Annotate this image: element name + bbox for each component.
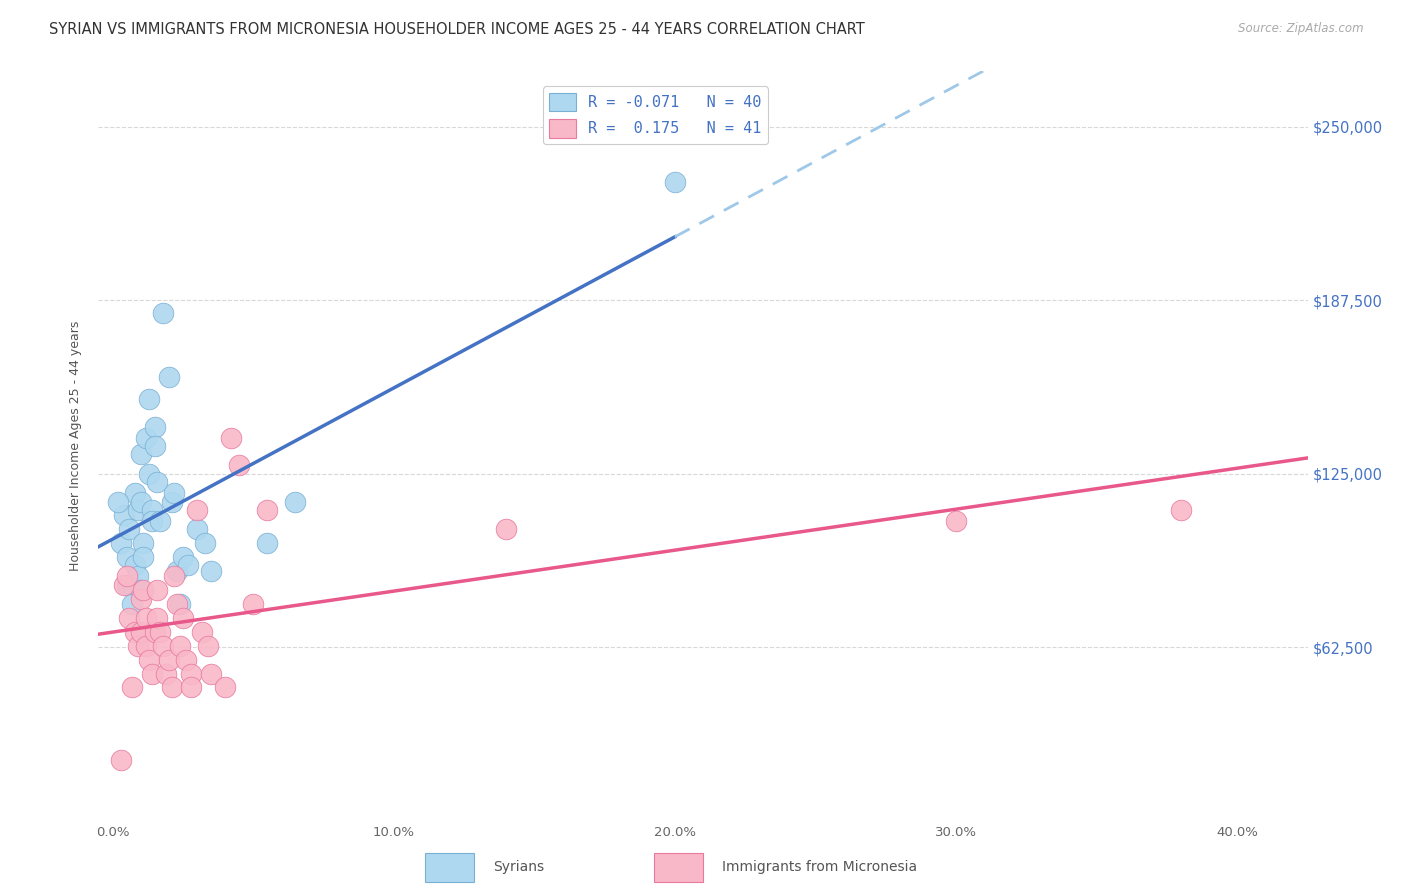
Point xyxy=(242,597,264,611)
Point xyxy=(132,536,155,550)
Point xyxy=(127,503,149,517)
Point xyxy=(174,653,197,667)
Point xyxy=(107,494,129,508)
Point xyxy=(129,494,152,508)
Point xyxy=(138,392,160,406)
Point xyxy=(149,514,172,528)
Point xyxy=(135,639,157,653)
FancyBboxPatch shape xyxy=(425,854,474,881)
Point xyxy=(160,681,183,695)
Point xyxy=(256,536,278,550)
Point xyxy=(118,522,141,536)
FancyBboxPatch shape xyxy=(654,854,703,881)
Point xyxy=(146,583,169,598)
Point xyxy=(1170,503,1192,517)
Point xyxy=(118,611,141,625)
Point xyxy=(200,666,222,681)
Point xyxy=(124,624,146,639)
Point xyxy=(112,578,135,592)
Point xyxy=(129,624,152,639)
Point xyxy=(169,639,191,653)
Point xyxy=(180,666,202,681)
Point xyxy=(121,681,143,695)
Point xyxy=(166,597,188,611)
Point xyxy=(110,536,132,550)
Point xyxy=(163,569,186,583)
Point xyxy=(132,549,155,564)
Point xyxy=(141,514,163,528)
Point xyxy=(129,447,152,461)
Point xyxy=(112,508,135,523)
Point xyxy=(143,419,166,434)
Point xyxy=(180,681,202,695)
Point xyxy=(143,624,166,639)
Point xyxy=(132,583,155,598)
Point xyxy=(141,666,163,681)
Point xyxy=(129,591,152,606)
Point xyxy=(945,514,967,528)
Point xyxy=(664,175,686,189)
Text: Immigrants from Micronesia: Immigrants from Micronesia xyxy=(721,861,917,874)
Point xyxy=(186,503,208,517)
Point xyxy=(124,558,146,573)
Point xyxy=(163,486,186,500)
Point xyxy=(152,639,174,653)
Point xyxy=(197,639,219,653)
Point xyxy=(157,369,180,384)
Point xyxy=(121,597,143,611)
Point xyxy=(157,653,180,667)
Point xyxy=(228,458,250,473)
Point xyxy=(177,558,200,573)
Point xyxy=(124,486,146,500)
Y-axis label: Householder Income Ages 25 - 44 years: Householder Income Ages 25 - 44 years xyxy=(69,321,83,571)
Point xyxy=(143,439,166,453)
Point xyxy=(191,624,214,639)
Point xyxy=(495,522,517,536)
Point xyxy=(110,753,132,767)
Point xyxy=(166,564,188,578)
Point xyxy=(155,666,177,681)
Point xyxy=(172,549,194,564)
Point xyxy=(127,569,149,583)
Text: Syrians: Syrians xyxy=(492,861,544,874)
Point xyxy=(141,503,163,517)
Point xyxy=(129,583,152,598)
Point xyxy=(138,467,160,481)
Legend: R = -0.071   N = 40, R =  0.175   N = 41: R = -0.071 N = 40, R = 0.175 N = 41 xyxy=(543,87,768,144)
Point xyxy=(115,549,138,564)
Point xyxy=(146,611,169,625)
Point xyxy=(121,578,143,592)
Point xyxy=(127,639,149,653)
Text: SYRIAN VS IMMIGRANTS FROM MICRONESIA HOUSEHOLDER INCOME AGES 25 - 44 YEARS CORRE: SYRIAN VS IMMIGRANTS FROM MICRONESIA HOU… xyxy=(49,22,865,37)
Point xyxy=(135,431,157,445)
Point xyxy=(152,306,174,320)
Point xyxy=(219,431,242,445)
Point xyxy=(138,653,160,667)
Point xyxy=(146,475,169,489)
Point xyxy=(214,681,236,695)
Point xyxy=(186,522,208,536)
Point xyxy=(284,494,307,508)
Point xyxy=(160,494,183,508)
Point xyxy=(256,503,278,517)
Point xyxy=(135,611,157,625)
Point xyxy=(200,564,222,578)
Point xyxy=(194,536,217,550)
Point xyxy=(115,578,138,592)
Point xyxy=(172,611,194,625)
Point xyxy=(149,624,172,639)
Point xyxy=(115,569,138,583)
Point xyxy=(169,597,191,611)
Text: Source: ZipAtlas.com: Source: ZipAtlas.com xyxy=(1239,22,1364,36)
